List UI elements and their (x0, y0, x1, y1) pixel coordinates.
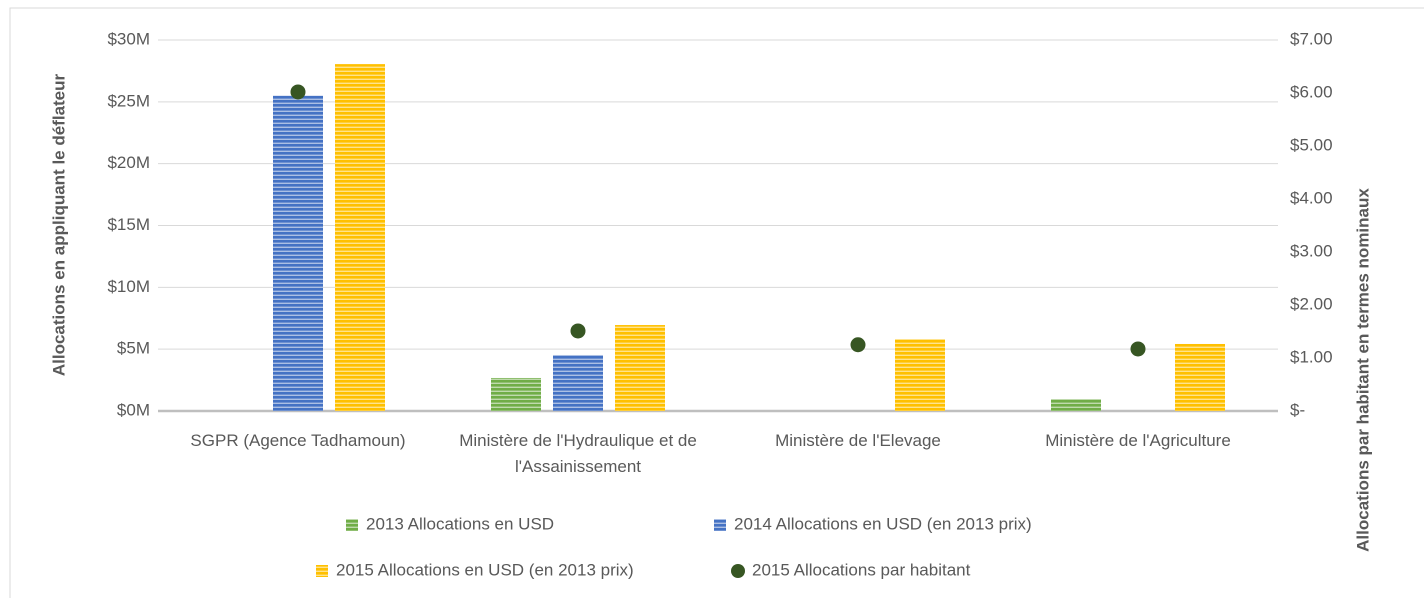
y-tick-label: $20M (107, 153, 150, 172)
y-axis-title: Allocations en appliquant le déflateur (49, 73, 68, 376)
y2-tick-label: $1.00 (1290, 347, 1333, 366)
x-tick-label: Ministère de l'Elevage (775, 431, 941, 450)
y-tick-label: $10M (107, 277, 150, 296)
legend-swatch (346, 519, 358, 531)
x-tick-label: SGPR (Agence Tadhamoun) (190, 431, 406, 450)
bar (273, 95, 323, 412)
y2-axis-title: Allocations par habitant en termes nomin… (1353, 188, 1372, 552)
x-tick-label: Ministère de l'Agriculture (1045, 431, 1231, 450)
bar (1051, 399, 1101, 411)
y-tick-label: $30M (107, 29, 150, 48)
bar (335, 64, 385, 412)
x-tick-label: Ministère de l'Hydraulique et de l'Assai… (459, 431, 697, 476)
bar (491, 377, 541, 411)
legend-swatch (316, 565, 328, 577)
legend-swatch (714, 519, 726, 531)
bar (1175, 343, 1225, 411)
legend-label: 2015 Allocations en USD (en 2013 prix) (336, 560, 634, 579)
y-tick-label: $15M (107, 215, 150, 234)
legend-swatch (731, 564, 745, 578)
bar (615, 325, 665, 411)
dot (570, 323, 586, 339)
y2-tick-label: $6.00 (1290, 82, 1333, 101)
y2-tick-label: $7.00 (1290, 29, 1333, 48)
legend-label: 2013 Allocations en USD (366, 514, 554, 533)
dot (1130, 341, 1146, 357)
legend-label: 2015 Allocations par habitant (752, 560, 971, 579)
y-tick-label: $25M (107, 91, 150, 110)
y-tick-label: $5M (117, 339, 150, 358)
dot (290, 84, 306, 100)
bar (895, 339, 945, 411)
y2-tick-label: $4.00 (1290, 188, 1333, 207)
legend-label: 2014 Allocations en USD (en 2013 prix) (734, 514, 1032, 533)
y2-tick-label: $3.00 (1290, 241, 1333, 260)
dot (850, 337, 866, 353)
y2-tick-label: $- (1290, 400, 1305, 419)
bar (553, 354, 603, 411)
y-tick-label: $0M (117, 400, 150, 419)
y2-tick-label: $5.00 (1290, 135, 1333, 154)
chart-frame (9, 7, 1424, 598)
y2-tick-label: $2.00 (1290, 294, 1333, 313)
